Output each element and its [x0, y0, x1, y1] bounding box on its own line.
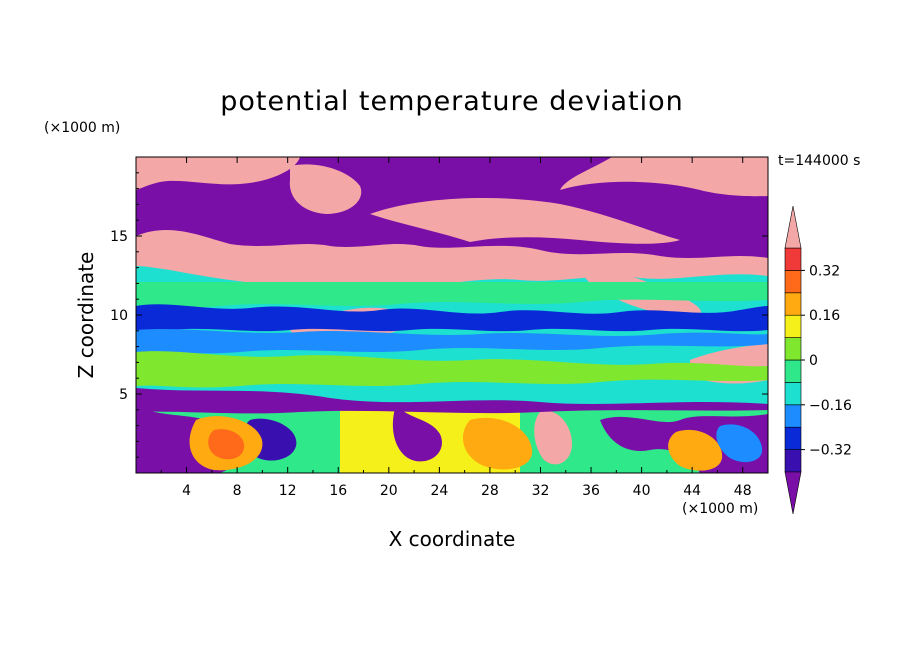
- field-purple-band-lower: [136, 388, 768, 414]
- colorbar-label: −0.32: [809, 443, 852, 459]
- field-pink-top-left: [136, 157, 300, 190]
- x-axis-label: X coordinate: [388, 527, 516, 551]
- colorbar-band: [784, 337, 802, 361]
- field-pink-diag: [370, 198, 680, 244]
- x-tick-label: 36: [582, 483, 600, 499]
- field-purple-lower-mid: [392, 405, 442, 462]
- x-tick-label: 32: [532, 483, 550, 499]
- field-blue-band: [136, 304, 768, 332]
- field-green-band-2: [136, 351, 768, 388]
- colorbar-band: [784, 270, 802, 294]
- colorbar-band: [784, 314, 802, 338]
- colorbar-band: [784, 359, 802, 383]
- colorbar-label: 0: [809, 353, 818, 369]
- field-pink-top-mid: [289, 164, 362, 214]
- x-ticks: 4 8 12 16 20 24 28 32 36 40 44 48: [160, 157, 752, 499]
- colorbar-label: 0.16: [809, 308, 840, 324]
- colorbar-band: [784, 404, 802, 428]
- y-axis-unit-label: (×1000 m): [44, 120, 121, 136]
- x-tick-label: 4: [182, 483, 191, 499]
- time-label: t=144000 s: [778, 153, 861, 169]
- colorbar-extend-bottom: [784, 471, 802, 515]
- field-cyan-blob: [716, 424, 763, 463]
- x-tick-label: 44: [683, 483, 701, 499]
- x-tick-label: 40: [633, 483, 651, 499]
- colorbar-label: 0.32: [809, 263, 840, 279]
- colorbar-band: [784, 449, 802, 473]
- colorbar-extend-top: [784, 205, 802, 249]
- colorbar-band: [784, 426, 802, 450]
- field-pink-top-right: [560, 157, 768, 197]
- x-axis-unit-label: (×1000 m): [682, 501, 759, 517]
- colorbar-band: [784, 247, 802, 271]
- y-tick-label: 10: [110, 308, 128, 324]
- x-tick-label: 24: [430, 483, 448, 499]
- field-orange-blob-3: [668, 429, 723, 471]
- x-tick-label: 8: [233, 483, 242, 499]
- field-red-blob-1: [208, 429, 245, 460]
- x-tick-label: 12: [279, 483, 297, 499]
- x-tick-label: 20: [380, 483, 398, 499]
- chart-title: potential temperature deviation: [220, 86, 684, 117]
- colorbar-band: [784, 382, 802, 406]
- y-tick-label: 5: [119, 387, 128, 403]
- colorbar: 0.32 0.16 0 −0.16 −0.32: [784, 205, 852, 515]
- colorbar-label: −0.16: [809, 398, 852, 414]
- field-cyan-band: [136, 329, 768, 354]
- colorbar-band: [784, 292, 802, 316]
- field-green-band: [136, 282, 768, 308]
- field-pink-blob: [534, 410, 572, 465]
- x-tick-label: 48: [734, 483, 752, 499]
- x-tick-label: 28: [481, 483, 499, 499]
- field-orange-blob-2: [462, 417, 533, 470]
- x-tick-label: 16: [329, 483, 347, 499]
- contour-field: [136, 157, 768, 473]
- y-ticks: 5 10 15: [110, 172, 768, 458]
- y-tick-label: 15: [110, 229, 128, 245]
